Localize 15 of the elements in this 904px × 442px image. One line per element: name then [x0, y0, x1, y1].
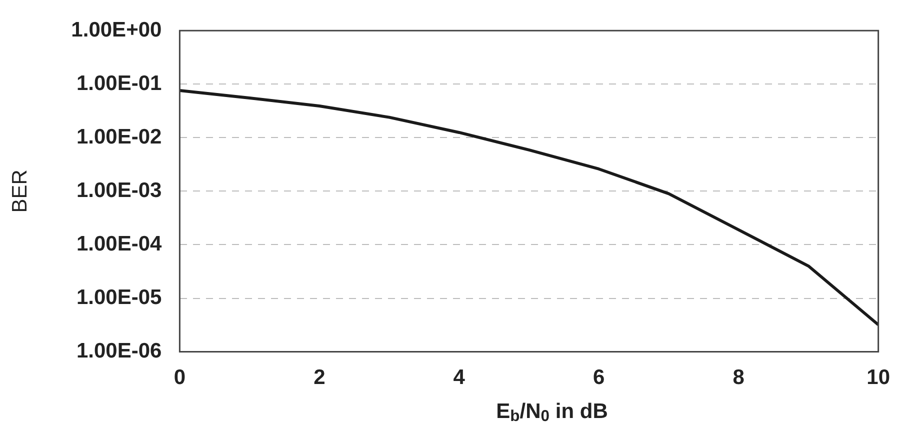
- x-tick-label: 10: [866, 366, 890, 390]
- x-tick-label: 6: [593, 366, 605, 390]
- y-tick-label: 1.00E+00: [71, 18, 162, 42]
- x-axis-title: E$_{b}$/N$_{0}$ in dB: [495, 400, 609, 426]
- x-tick-label: 4: [453, 366, 466, 390]
- y-tick-label: 1.00E-03: [76, 178, 162, 202]
- y-tick-label: 1.00E-06: [76, 340, 162, 363]
- y-tick-label: 1.00E-05: [76, 286, 162, 310]
- x-tick-label: 8: [732, 366, 745, 390]
- x-tick-label: 2: [314, 366, 326, 390]
- y-tick-label: 1.00E-02: [76, 125, 162, 148]
- y-tick-label: 1.00E-01: [76, 72, 162, 95]
- x-tick-label: 0: [174, 366, 186, 390]
- y-tick-label: 1.00E-04: [76, 232, 162, 256]
- y-axis-title: BER: [8, 170, 32, 213]
